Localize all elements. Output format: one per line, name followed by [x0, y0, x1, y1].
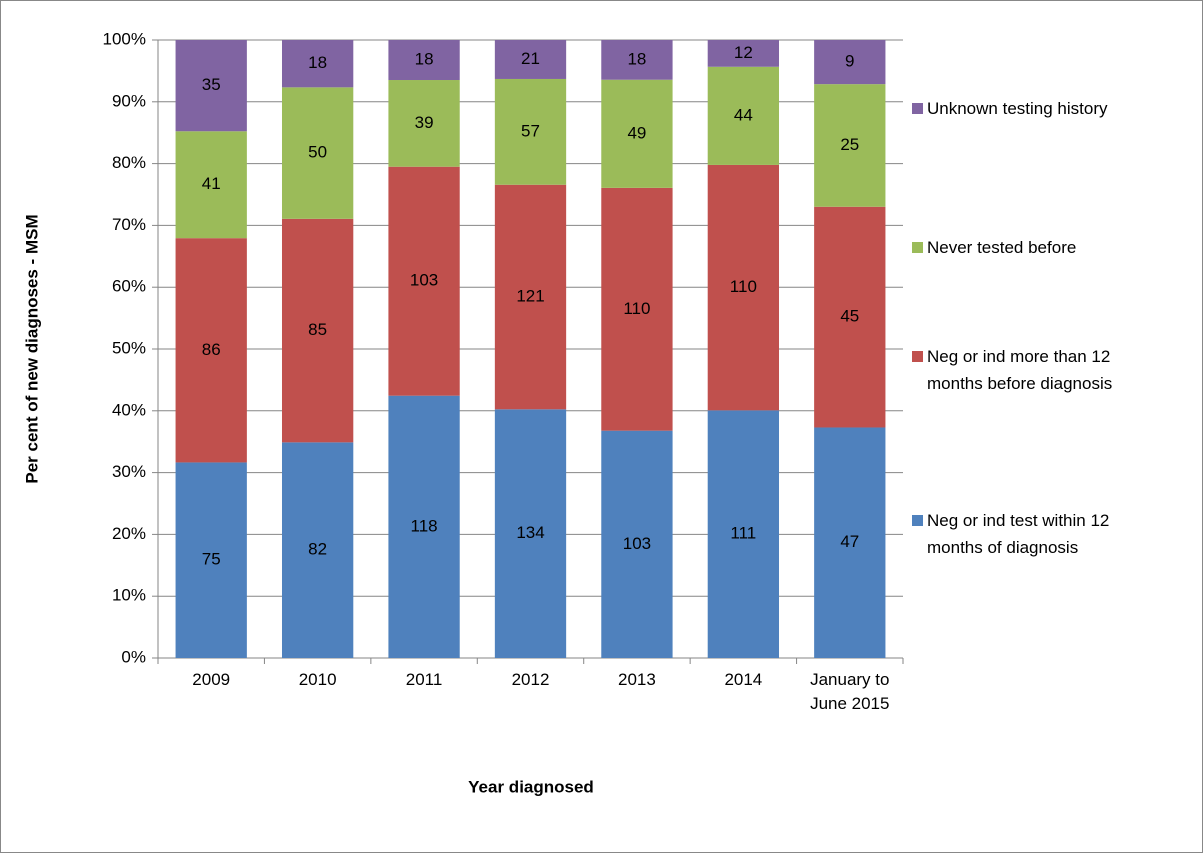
- legend-swatch: [912, 351, 923, 362]
- y-tick-label: 10%: [112, 586, 146, 605]
- data-label: 18: [627, 49, 646, 68]
- bar-segment: [494, 78, 567, 185]
- data-label: 111: [730, 524, 756, 543]
- bar-segment: [601, 40, 673, 80]
- x-tick-label: 2010: [298, 670, 337, 689]
- x-axis-title: Year diagnosed: [468, 777, 594, 796]
- data-label: 75: [202, 550, 221, 569]
- y-tick-label: 50%: [112, 338, 146, 357]
- bar-segment: [814, 427, 886, 658]
- y-tick-label: 20%: [112, 524, 146, 543]
- bar-segment: [494, 184, 567, 410]
- y-tick-label: 90%: [112, 91, 146, 110]
- y-tick-label: 80%: [112, 153, 146, 172]
- data-label: 118: [411, 516, 438, 535]
- legend-swatch: [912, 103, 923, 114]
- data-label: 110: [730, 277, 757, 296]
- bar-segment: [814, 84, 886, 207]
- bar-segment: [814, 40, 886, 85]
- bar-segment: [281, 218, 354, 443]
- data-label: 121: [516, 287, 544, 306]
- data-label: 25: [840, 135, 859, 154]
- bar-segment: [494, 409, 567, 658]
- legend-label: Unknown testing history: [927, 99, 1108, 118]
- bar-segment: [175, 40, 247, 132]
- bar-segment: [388, 166, 460, 396]
- y-axis-title: Per cent of new diagnoses - MSM: [22, 214, 41, 483]
- bar-segment: [814, 206, 886, 428]
- data-label: 9: [845, 52, 854, 71]
- data-label: 41: [202, 174, 221, 193]
- bar-segment: [601, 430, 673, 658]
- data-label: 18: [415, 49, 434, 68]
- x-tick-label: 2014: [724, 670, 763, 689]
- data-label: 103: [623, 534, 651, 553]
- x-tick-label: 2012: [511, 670, 550, 689]
- data-label: 86: [202, 340, 221, 359]
- bar-segment: [388, 395, 460, 658]
- bar-segment: [175, 131, 247, 239]
- data-label: 50: [308, 143, 327, 162]
- x-tick-label: 2013: [618, 670, 656, 689]
- legend-label: Neg or ind more than 12 months before di…: [927, 347, 1113, 393]
- bar-segment: [281, 40, 354, 88]
- data-label: 85: [308, 320, 327, 339]
- data-label: 82: [308, 540, 327, 559]
- x-tick-label: January to June 2015: [810, 670, 890, 713]
- bar-segment: [601, 187, 673, 431]
- bar-segment: [388, 40, 460, 81]
- data-label: 39: [415, 113, 434, 132]
- y-tick-label: 40%: [112, 400, 146, 419]
- data-label: 44: [734, 105, 753, 124]
- y-tick-label: 30%: [112, 462, 146, 481]
- x-tick-label: 2011: [405, 670, 443, 689]
- data-label: 21: [521, 49, 540, 68]
- data-label: 103: [410, 271, 438, 290]
- x-tick-label: 2009: [192, 670, 231, 689]
- data-label: 35: [202, 75, 221, 94]
- bar-segment: [707, 40, 780, 67]
- bar-segment: [601, 79, 673, 188]
- bar-segment: [175, 238, 247, 463]
- data-label: 110: [623, 299, 650, 318]
- data-label: 45: [840, 307, 859, 326]
- data-label: 47: [840, 532, 859, 551]
- data-label: 12: [734, 43, 753, 62]
- bar-segment: [281, 442, 354, 658]
- y-tick-label: 70%: [112, 215, 146, 234]
- legend-swatch: [912, 242, 923, 253]
- bar-segment: [707, 164, 780, 411]
- y-tick-label: 60%: [112, 277, 146, 296]
- y-tick-label: 0%: [121, 647, 146, 666]
- bar-segment: [175, 462, 247, 658]
- bar-segment: [707, 66, 780, 165]
- legend-label: Neg or ind test within 12 months of diag…: [927, 511, 1110, 557]
- data-label: 18: [308, 53, 327, 72]
- legend-label: Never tested before: [927, 238, 1077, 257]
- data-label: 134: [516, 523, 544, 542]
- bar-segment: [388, 80, 460, 167]
- bar-segment: [281, 87, 354, 219]
- bar-segment: [494, 40, 567, 79]
- legend-swatch: [912, 515, 923, 526]
- data-label: 57: [521, 121, 540, 140]
- bar-segment: [707, 410, 780, 658]
- data-label: 49: [627, 123, 646, 142]
- y-tick-label: 100%: [103, 29, 146, 48]
